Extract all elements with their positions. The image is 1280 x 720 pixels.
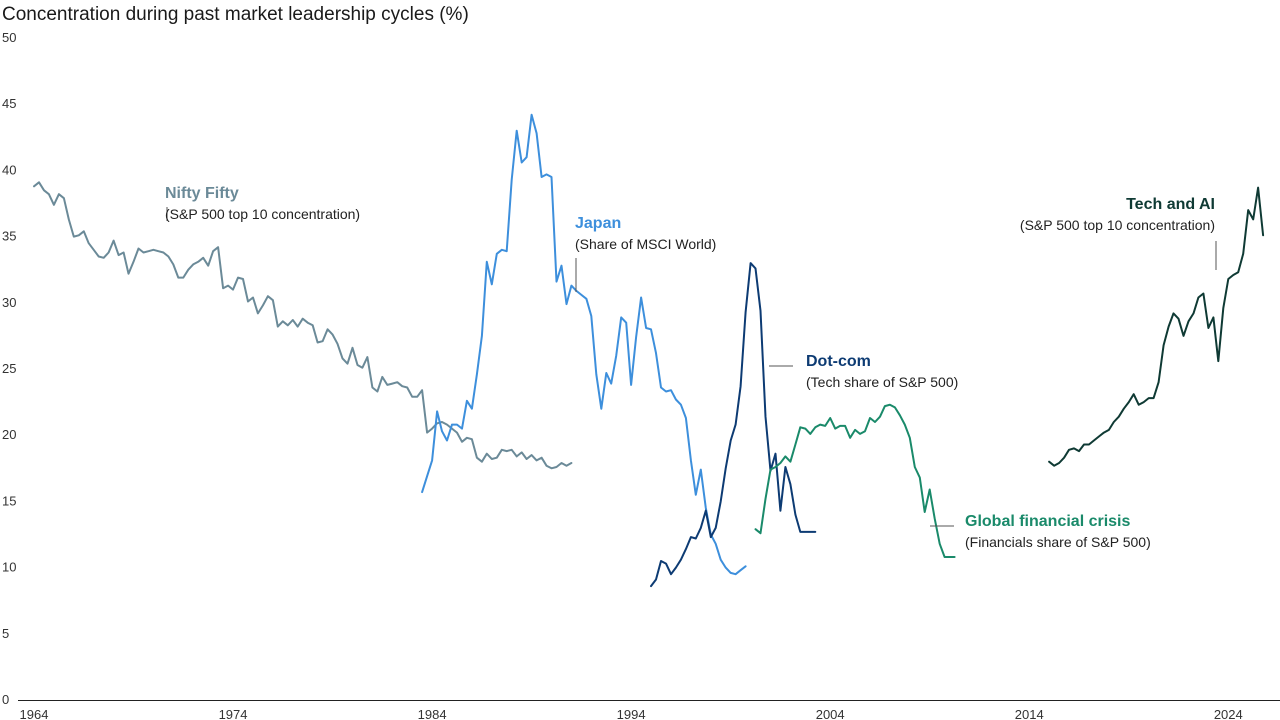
annotation-subtitle: (Tech share of S&P 500) [806, 374, 958, 390]
annotation-subtitle: (Financials share of S&P 500) [965, 534, 1151, 550]
y-tick-label: 25 [2, 361, 16, 376]
y-tick-label: 50 [2, 30, 16, 45]
annotation-title: Japan [575, 215, 621, 232]
y-tick-label: 10 [2, 560, 16, 575]
chart-title: Concentration during past market leaders… [2, 4, 469, 25]
series-line-tech-and-ai [1048, 186, 1265, 467]
x-tick-label: 2004 [816, 707, 845, 720]
annotation-title: Tech and AI [1126, 196, 1215, 213]
annotation-subtitle: (S&P 500 top 10 concentration) [1020, 217, 1215, 233]
x-axis: 1964 1974 1984 1994 2004 2014 2024 [20, 707, 1243, 720]
x-tick-label: 2024 [1214, 707, 1243, 720]
x-tick-label: 1964 [20, 707, 49, 720]
x-tick-label: 1994 [617, 707, 646, 720]
x-tick-label: 2014 [1015, 707, 1044, 720]
y-tick-label: 15 [2, 493, 16, 508]
annotation-title: Global financial crisis [965, 513, 1130, 530]
x-tick-label: 1984 [418, 707, 447, 720]
series-line-nifty-fifty [33, 181, 573, 470]
y-tick-label: 5 [2, 626, 9, 641]
y-tick-label: 45 [2, 96, 16, 111]
y-tick-label: 0 [2, 692, 9, 707]
annotation-subtitle: (Share of MSCI World) [575, 236, 716, 252]
annotation-title: Dot-com [806, 353, 871, 370]
series-line-japan [421, 113, 747, 576]
annotation-title: Nifty Fifty [165, 185, 239, 202]
series-lines [33, 113, 1265, 588]
series-line-dot-com [650, 262, 817, 588]
x-tick-label: 1974 [219, 707, 248, 720]
y-axis: 0 5 10 15 20 25 30 35 40 45 50 [2, 30, 16, 707]
y-tick-label: 30 [2, 295, 16, 310]
series-annotations: Nifty Fifty (S&P 500 top 10 concentration… [165, 185, 1217, 550]
y-tick-label: 40 [2, 162, 16, 177]
y-tick-label: 35 [2, 229, 16, 244]
y-tick-label: 20 [2, 427, 16, 442]
series-line-global-financial-crisis [754, 403, 956, 558]
annotation-subtitle: (S&P 500 top 10 concentration) [165, 206, 360, 222]
